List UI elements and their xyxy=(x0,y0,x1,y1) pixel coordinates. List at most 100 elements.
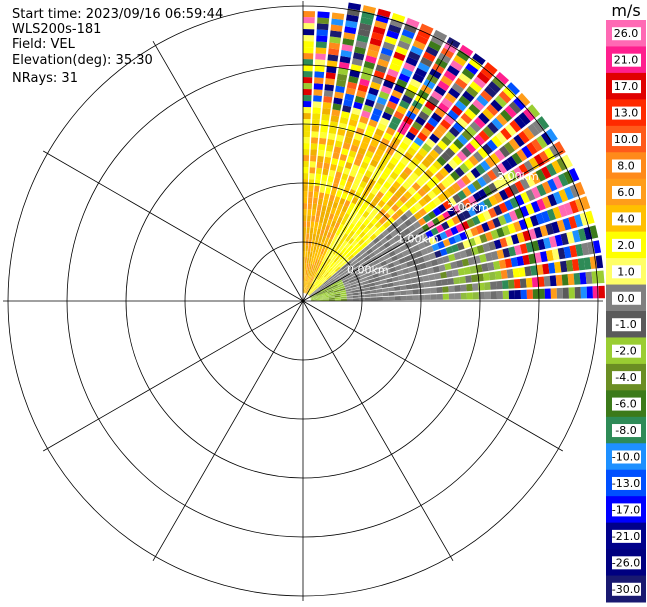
velocity-gate xyxy=(323,217,328,225)
velocity-gate xyxy=(385,190,394,199)
velocity-gate xyxy=(318,284,324,289)
velocity-gate xyxy=(462,209,472,220)
velocity-gate xyxy=(465,248,473,257)
velocity-gate xyxy=(433,144,444,155)
velocity-gate xyxy=(315,167,323,175)
velocity-gate xyxy=(326,274,332,280)
velocity-gate xyxy=(342,233,349,240)
velocity-gate xyxy=(326,288,333,292)
velocity-gate xyxy=(403,273,411,280)
velocity-gate xyxy=(369,233,377,241)
velocity-gate xyxy=(460,292,467,300)
velocity-gate xyxy=(340,110,350,119)
velocity-gate xyxy=(362,234,370,242)
velocity-gate xyxy=(476,244,485,254)
velocity-gate xyxy=(455,259,464,268)
colorbar-tick-label: -6.0 xyxy=(615,398,636,411)
velocity-gate xyxy=(472,283,479,291)
velocity-gate xyxy=(311,277,316,284)
velocity-gate xyxy=(329,269,335,275)
velocity-gate xyxy=(399,222,408,231)
velocity-gate xyxy=(568,215,578,229)
velocity-gate xyxy=(481,173,493,185)
velocity-gate xyxy=(520,289,527,300)
velocity-gate xyxy=(307,215,311,222)
velocity-gate xyxy=(456,212,466,223)
velocity-gate xyxy=(310,295,317,299)
velocity-gate xyxy=(309,270,313,277)
velocity-gate xyxy=(308,276,312,283)
velocity-gate xyxy=(385,273,392,279)
velocity-gate xyxy=(344,93,355,102)
velocity-gate xyxy=(471,274,478,283)
velocity-gate xyxy=(303,257,305,264)
velocity-gate xyxy=(325,224,331,232)
velocity-gate xyxy=(334,299,341,301)
velocity-gate xyxy=(540,251,548,263)
velocity-gate xyxy=(387,216,395,225)
velocity-gate xyxy=(466,218,476,228)
velocity-gate xyxy=(441,278,449,286)
velocity-gate xyxy=(411,230,420,238)
velocity-gate xyxy=(536,135,548,149)
velocity-gate xyxy=(372,26,386,36)
velocity-gate xyxy=(417,131,428,142)
colorbar-tick-label: 6.0 xyxy=(617,186,635,199)
velocity-gate xyxy=(317,11,330,19)
velocity-gate xyxy=(360,161,369,170)
velocity-gate xyxy=(386,225,395,233)
velocity-gate xyxy=(447,197,457,207)
velocity-gate xyxy=(423,204,432,214)
velocity-gate xyxy=(336,73,348,82)
colorbar-tick-label: 1.0 xyxy=(617,265,635,278)
velocity-gate xyxy=(427,200,437,210)
velocity-gate xyxy=(303,149,310,156)
velocity-gate xyxy=(306,227,310,234)
velocity-gate xyxy=(396,252,404,260)
velocity-gate xyxy=(363,283,370,288)
velocity-gate xyxy=(521,145,533,159)
velocity-gate xyxy=(546,208,557,221)
velocity-gate xyxy=(328,292,335,296)
velocity-gate xyxy=(415,177,426,187)
velocity-gate xyxy=(330,270,337,276)
velocity-gate xyxy=(376,191,385,200)
velocity-gate xyxy=(490,99,503,112)
velocity-gate xyxy=(340,49,352,58)
velocity-gate xyxy=(520,191,531,204)
velocity-gate xyxy=(338,159,346,168)
colorbar-tick-label: 4.0 xyxy=(617,212,635,225)
velocity-gate xyxy=(482,210,492,221)
azimuth-spoke xyxy=(302,300,564,452)
velocity-gate xyxy=(405,176,415,186)
velocity-gate xyxy=(425,46,439,57)
velocity-gate xyxy=(376,296,383,301)
velocity-gate xyxy=(532,289,539,299)
velocity-gate xyxy=(332,227,338,235)
velocity-gate xyxy=(496,227,505,238)
velocity-gate xyxy=(374,204,382,213)
velocity-gate xyxy=(362,5,377,14)
velocity-gate xyxy=(319,261,325,268)
colorbar-tick-bg xyxy=(612,556,641,570)
velocity-gate xyxy=(508,246,517,257)
velocity-gate xyxy=(421,183,431,194)
velocity-gate xyxy=(303,23,315,30)
colorbar-tick-bg xyxy=(612,450,641,464)
velocity-gate xyxy=(366,92,377,102)
velocity-gate xyxy=(560,232,569,246)
velocity-gate xyxy=(307,281,310,288)
velocity-gate xyxy=(436,123,448,135)
velocity-gate xyxy=(484,252,493,262)
velocity-gate xyxy=(311,215,316,222)
velocity-gate xyxy=(406,83,419,94)
velocity-gate xyxy=(592,240,602,254)
velocity-gate xyxy=(359,223,367,231)
velocity-gate xyxy=(317,155,324,163)
velocity-gate xyxy=(356,34,369,43)
velocity-gate xyxy=(346,8,360,17)
velocity-gate xyxy=(309,263,313,270)
velocity-gate xyxy=(384,74,397,84)
velocity-gate xyxy=(410,277,418,284)
velocity-gate xyxy=(422,51,436,62)
